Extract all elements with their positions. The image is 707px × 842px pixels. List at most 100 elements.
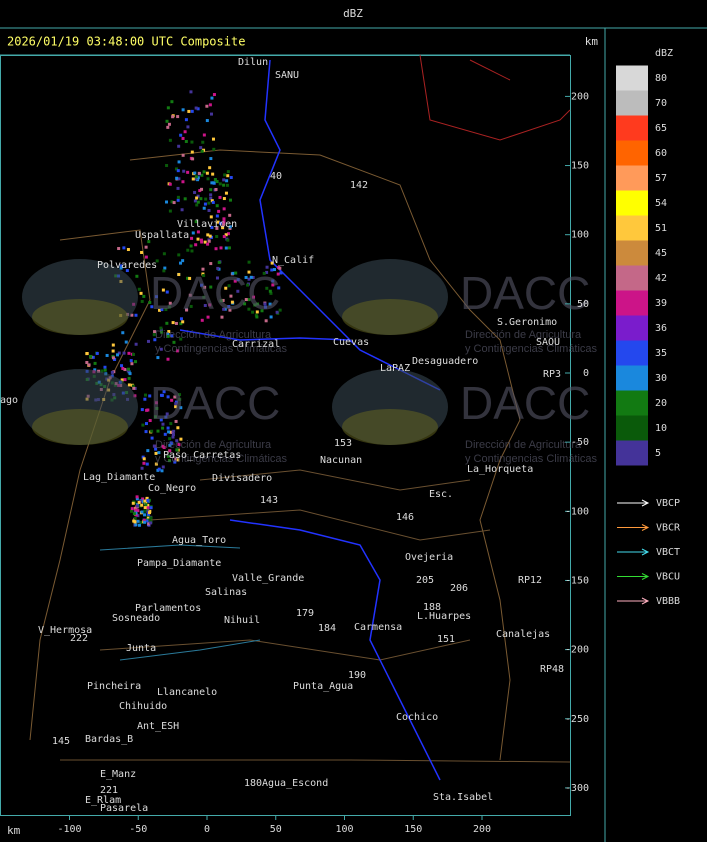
echo — [152, 333, 156, 337]
echo — [212, 147, 216, 151]
echo — [177, 273, 181, 277]
place-label: Lag_Diamante — [83, 472, 155, 483]
place-label: Esc. — [429, 489, 453, 500]
echo — [201, 267, 205, 271]
echo — [226, 238, 230, 242]
echo — [139, 291, 143, 295]
echo — [196, 107, 200, 111]
echo — [227, 284, 231, 288]
echo — [214, 187, 218, 191]
echo — [179, 261, 183, 265]
echo — [196, 237, 200, 241]
echo — [176, 186, 180, 190]
echo — [224, 246, 228, 250]
echo — [148, 419, 152, 423]
echo — [181, 320, 185, 324]
echo — [146, 512, 150, 516]
echo — [189, 90, 193, 94]
place-label: Sta.Isabel — [433, 792, 493, 803]
place-label: 153 — [334, 438, 352, 449]
echo — [265, 265, 269, 269]
echo — [222, 207, 226, 211]
echo — [177, 160, 181, 164]
echo — [229, 294, 233, 298]
unit-label: km — [585, 35, 599, 48]
echo — [190, 150, 194, 154]
echo — [168, 449, 172, 453]
echo — [130, 362, 134, 366]
place-label: 188 — [423, 602, 441, 613]
echo — [154, 401, 158, 405]
echo — [268, 289, 272, 293]
echo — [177, 442, 181, 446]
echo — [176, 349, 180, 353]
echo — [166, 106, 170, 110]
echo — [171, 115, 175, 119]
echo — [219, 299, 223, 303]
echo — [127, 383, 131, 387]
echo — [207, 201, 211, 205]
echo — [145, 408, 149, 412]
place-label: Ant_ESH — [137, 721, 179, 732]
echo — [115, 353, 119, 357]
echo — [191, 231, 195, 235]
echo — [179, 437, 183, 441]
echo — [200, 187, 204, 191]
echo — [217, 260, 221, 264]
y-tick-label: 100 — [571, 230, 589, 241]
echo — [131, 384, 135, 388]
echo — [219, 246, 223, 250]
watermark-logo — [342, 409, 438, 445]
echo — [176, 426, 180, 430]
watermark-line: Dirección de Agricultura — [155, 329, 272, 341]
echo — [207, 208, 211, 212]
place-label: Nihuil — [224, 615, 260, 626]
echo — [162, 445, 166, 449]
echo — [207, 239, 211, 243]
echo — [176, 195, 180, 199]
echo — [161, 426, 165, 430]
echo — [215, 226, 219, 230]
echo — [218, 195, 222, 199]
place-label: 40 — [270, 171, 282, 182]
echo — [173, 395, 177, 399]
legend-label: 70 — [655, 98, 667, 109]
echo — [276, 272, 280, 276]
echo — [224, 286, 228, 290]
echo — [134, 511, 138, 515]
echo — [173, 460, 177, 464]
echo — [123, 378, 127, 382]
y-tick-label: 0 — [583, 368, 589, 379]
echo — [110, 370, 114, 374]
echo — [177, 177, 181, 181]
echo — [174, 457, 178, 461]
echo — [144, 255, 148, 259]
place-label: Sosneado — [112, 613, 160, 624]
watermark-logo — [32, 409, 128, 445]
watermark-line: y Contingencias Climáticas — [155, 343, 288, 355]
echo — [165, 321, 169, 325]
legend-swatch — [616, 390, 648, 416]
echo — [163, 432, 167, 436]
echo — [260, 309, 264, 313]
legend-swatch — [616, 265, 648, 291]
echo — [208, 303, 212, 307]
legend-label: 51 — [655, 223, 667, 234]
place-label: 205 — [416, 575, 434, 586]
echo — [134, 508, 138, 512]
legend-swatch — [616, 340, 648, 366]
echo — [196, 194, 200, 198]
echo — [136, 519, 140, 523]
echo — [208, 234, 212, 238]
echo — [252, 295, 256, 299]
echo — [200, 240, 204, 244]
legend-swatch — [616, 365, 648, 391]
echo — [144, 245, 148, 249]
watermark-line: y Contingencias Climáticas — [465, 343, 598, 355]
echo — [141, 497, 145, 501]
echo — [228, 213, 232, 217]
echo — [277, 286, 281, 290]
echo — [141, 455, 145, 459]
echo — [146, 510, 150, 514]
